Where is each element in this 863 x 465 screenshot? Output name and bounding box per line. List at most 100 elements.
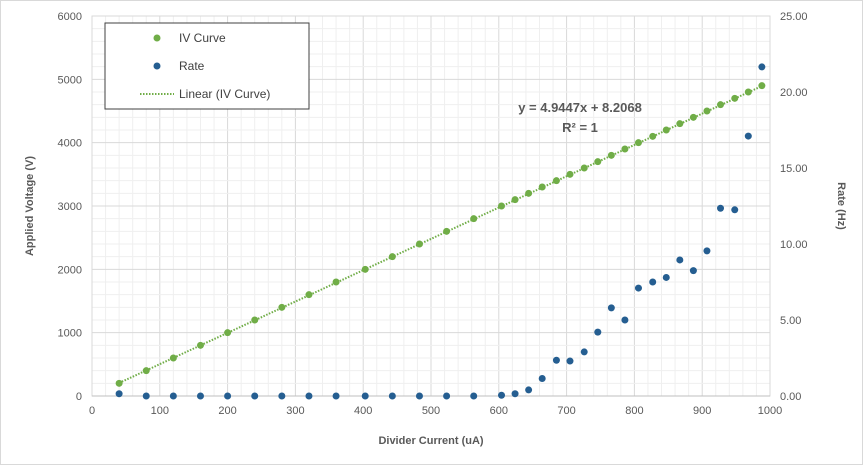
iv-curve-point — [142, 367, 150, 375]
iv-curve-series — [115, 82, 766, 387]
iv-curve-point — [538, 183, 546, 191]
rate-point — [758, 63, 766, 71]
iv-curve-point — [662, 126, 670, 134]
legend: IV Curve Rate Linear (IV Curve) — [104, 22, 310, 110]
rate-point — [552, 356, 560, 364]
right-y-tick-label: 0.00 — [780, 391, 801, 403]
rate-point — [538, 375, 546, 383]
iv-curve-point — [498, 202, 506, 210]
rate-series — [115, 63, 766, 400]
rate-point — [196, 392, 204, 400]
iv-curve-point — [511, 196, 519, 204]
rate-point — [689, 267, 697, 275]
iv-curve-point — [525, 189, 533, 197]
iv-curve-point — [443, 227, 451, 235]
rate-point — [703, 247, 711, 255]
rate-point — [169, 392, 177, 400]
trendline-r-squared: R² = 1 — [562, 120, 598, 135]
iv-curve-point — [580, 164, 588, 172]
rate-point — [443, 392, 451, 400]
x-tick-label: 200 — [218, 405, 236, 417]
right-axis-ticks: 0.00 5.00 10.00 15.00 20.00 25.00 — [780, 11, 808, 403]
left-y-tick-label: 6000 — [58, 11, 82, 23]
rate-point — [594, 328, 602, 336]
rate-point — [415, 392, 423, 400]
iv-curve-point — [388, 253, 396, 261]
rate-point — [470, 392, 478, 400]
rate-point — [278, 392, 286, 400]
iv-curve-point — [361, 265, 369, 273]
x-tick-label: 500 — [422, 405, 440, 417]
legend-iv-curve-marker — [153, 34, 161, 42]
legend-rate-label: Rate — [179, 59, 205, 73]
iv-curve-point — [278, 303, 286, 311]
x-tick-label: 900 — [693, 405, 711, 417]
x-tick-label: 0 — [89, 405, 95, 417]
iv-curve-point — [634, 139, 642, 147]
iv-curve-point — [566, 170, 574, 178]
legend-trendline-label: Linear (IV Curve) — [179, 87, 270, 101]
rate-point — [731, 206, 739, 214]
iv-curve-point — [196, 341, 204, 349]
rate-point — [251, 392, 259, 400]
iv-curve-point — [731, 94, 739, 102]
rate-point — [115, 390, 123, 398]
x-tick-label: 1000 — [758, 405, 782, 417]
iv-curve-point — [676, 120, 684, 128]
right-y-tick-label: 10.00 — [780, 239, 808, 251]
iv-curve-point — [649, 132, 657, 140]
rate-point — [580, 348, 588, 356]
right-y-tick-label: 25.00 — [780, 11, 808, 23]
x-tick-label: 400 — [354, 405, 372, 417]
rate-point — [621, 316, 629, 324]
rate-point — [662, 273, 670, 281]
iv-curve-point — [758, 82, 766, 90]
rate-point — [607, 304, 615, 312]
left-axis-ticks: 0 1000 2000 3000 4000 5000 6000 — [58, 11, 82, 403]
rate-point — [142, 392, 150, 400]
x-axis-ticks: 0 100 200 300 400 500 600 700 800 900 1000 — [89, 405, 782, 417]
x-tick-label: 700 — [557, 405, 575, 417]
iv-curve-point — [224, 329, 232, 337]
rate-point — [649, 278, 657, 286]
iv-curve-point — [744, 88, 752, 96]
trendline-equation: y = 4.9447x + 8.2068 — [518, 100, 642, 115]
iv-curve-point — [717, 101, 725, 109]
right-y-tick-label: 15.00 — [780, 163, 808, 175]
left-y-tick-label: 1000 — [58, 328, 82, 340]
rate-point — [634, 284, 642, 292]
x-tick-label: 600 — [490, 405, 508, 417]
right-axis-title: Rate (Hz) — [835, 182, 847, 230]
iv-curve-point — [470, 215, 478, 223]
iv-curve-point — [305, 291, 313, 299]
left-y-tick-label: 2000 — [58, 264, 82, 276]
x-tick-label: 800 — [625, 405, 643, 417]
iv-curve-point — [689, 113, 697, 121]
right-y-tick-label: 20.00 — [780, 87, 808, 99]
rate-point — [511, 390, 519, 398]
iv-curve-point — [703, 107, 711, 115]
legend-box — [104, 22, 310, 110]
rate-point — [361, 392, 369, 400]
iv-curve-point — [115, 379, 123, 387]
legend-iv-curve-label: IV Curve — [179, 31, 226, 45]
right-y-tick-label: 5.00 — [780, 315, 801, 327]
left-y-tick-label: 4000 — [58, 138, 82, 150]
rate-point — [717, 204, 725, 212]
iv-curve-point — [552, 177, 560, 185]
left-y-tick-label: 3000 — [58, 201, 82, 213]
x-tick-label: 100 — [151, 405, 169, 417]
rate-point — [224, 392, 232, 400]
iv-curve-point — [415, 240, 423, 248]
left-axis-title: Applied Voltage (V) — [24, 156, 36, 256]
rate-point — [744, 132, 752, 140]
rate-point — [498, 391, 506, 399]
iv-curve-point — [621, 145, 629, 153]
rate-point — [305, 392, 313, 400]
iv-curve-point — [607, 151, 615, 159]
rate-point — [388, 392, 396, 400]
x-tick-label: 300 — [286, 405, 304, 417]
iv-curve-point — [169, 354, 177, 362]
iv-curve-point — [594, 158, 602, 166]
